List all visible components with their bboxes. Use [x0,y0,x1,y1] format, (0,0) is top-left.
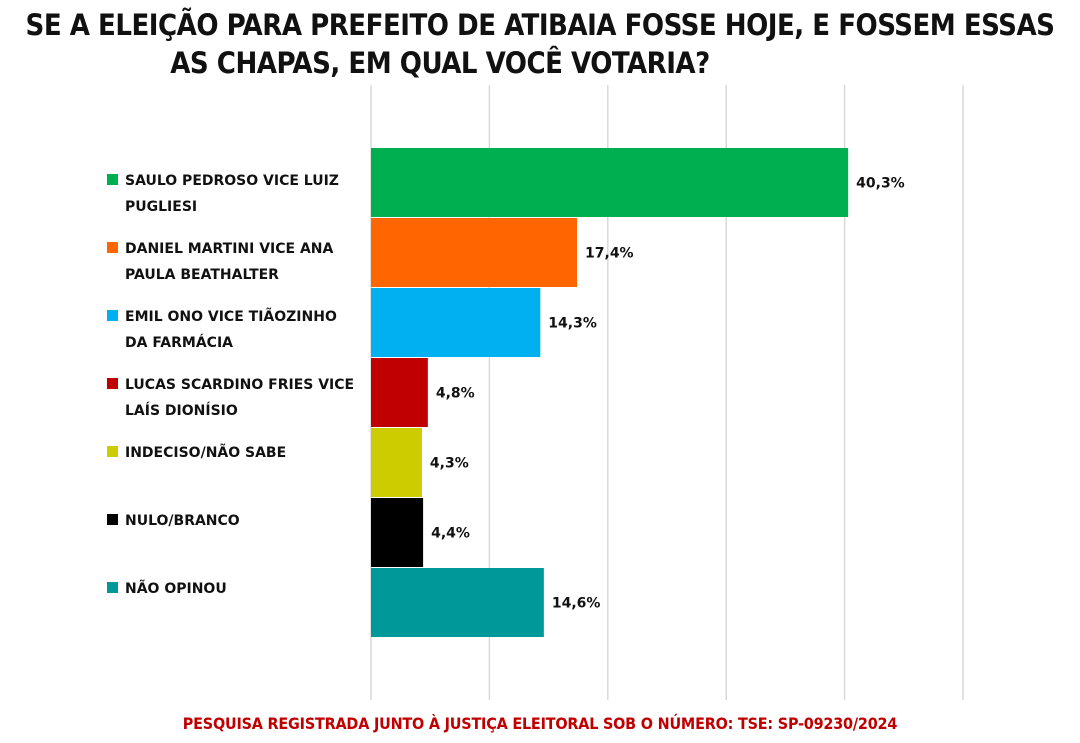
value-label: 14,3% [548,316,597,332]
legend-label: SAULO PEDROSO VICE LUIZ [125,173,339,189]
legend-label: PUGLIESI [125,199,197,215]
chart-title-line-1: SE A ELEIÇÃO PARA PREFEITO DE ATIBAIA FO… [25,8,1055,42]
bar [371,288,541,357]
legend-label: DA FARMÁCIA [125,334,233,351]
value-label: 17,4% [585,246,634,262]
legend-swatch [107,582,118,593]
value-label: 4,3% [430,456,469,472]
chart-title: SE A ELEIÇÃO PARA PREFEITO DE ATIBAIA FO… [0,6,1080,82]
legend-swatch [107,446,118,457]
legend-label: INDECISO/NÃO SABE [125,444,286,461]
legend-swatch [107,310,118,321]
legend-label: LUCAS SCARDINO FRIES VICE [125,377,354,393]
value-label: 4,4% [431,526,470,542]
legend-swatch [107,242,118,253]
legend-label: PAULA BEATHALTER [125,267,279,283]
bar [371,498,424,567]
legend-label: EMIL ONO VICE TIÃOZINHO [125,308,337,325]
bar [371,428,422,497]
bar [371,148,849,217]
legend-swatch [107,378,118,389]
value-label: 4,8% [436,386,475,402]
legend: SAULO PEDROSO VICE LUIZ PUGLIESI DANIEL MA… [107,173,354,597]
chart-title-line-2: AS CHAPAS, EM QUAL VOCÊ VOTARIA? [170,46,710,80]
bar [371,358,428,427]
legend-label: NULO/BRANCO [125,513,240,529]
value-label: 14,6% [552,596,601,612]
bar [371,218,578,287]
legend-label: NÃO OPINOU [125,580,227,597]
legend-label: DANIEL MARTINI VICE ANA [125,241,334,257]
legend-swatch [107,174,118,185]
legend-label: LAÍS DIONÍSIO [125,402,238,419]
value-label: 40,3% [856,176,905,192]
legend-swatch [107,514,118,525]
survey-registration-footer: PESQUISA REGISTRADA JUNTO À JUSTIÇA ELEI… [182,714,898,733]
bars: 40,3% 17,4% 14,3% 4,8% 4,3% 4,4% 14,6% [371,148,905,637]
bar [371,568,544,637]
